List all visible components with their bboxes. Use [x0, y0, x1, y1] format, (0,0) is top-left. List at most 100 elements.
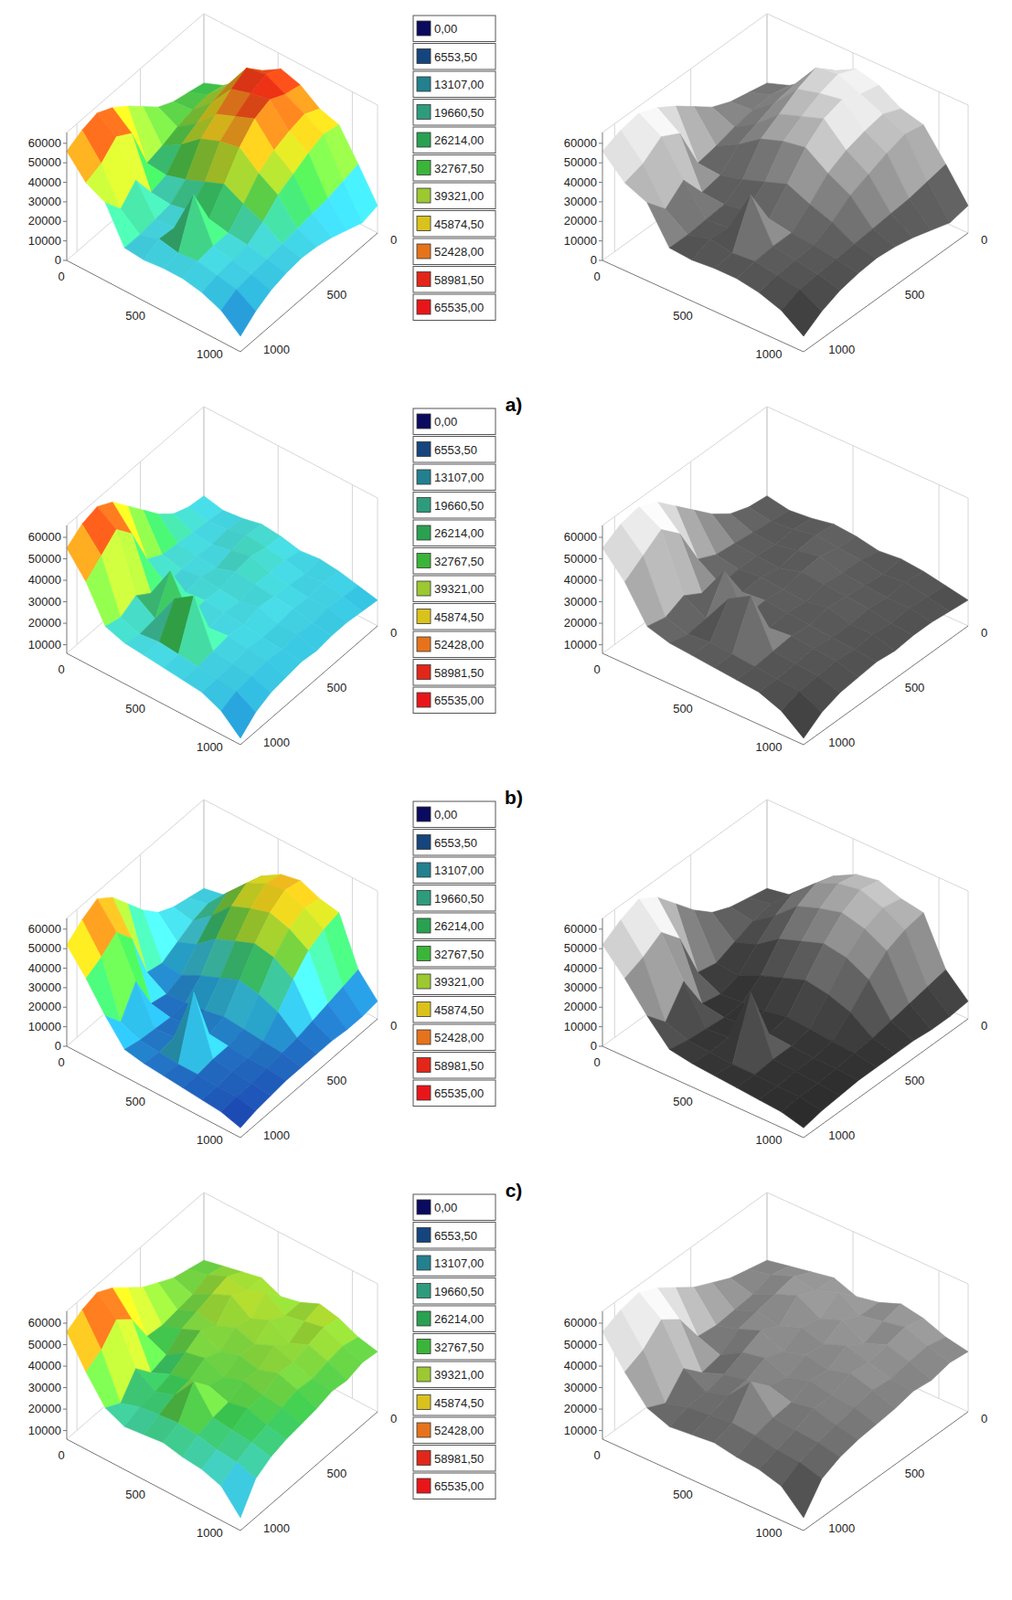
tick-mark: [598, 948, 603, 950]
tick-label: 30000: [564, 1381, 597, 1396]
tick-label: 0: [593, 1448, 600, 1463]
legend-entry: [413, 1362, 496, 1389]
tick-mark: [63, 1409, 67, 1411]
tick-label: 20000: [28, 1000, 62, 1014]
legend-swatch: [416, 1002, 431, 1018]
legend-label: 52428,00: [434, 245, 484, 259]
tick-label: 50000: [564, 941, 597, 956]
legend-entry: [413, 43, 496, 71]
tick-label: 20000: [564, 1402, 597, 1417]
tick-mark: [63, 162, 67, 164]
x-axis: [66, 1046, 241, 1139]
legend-label: 6553,50: [434, 443, 478, 458]
tick-label: 30000: [564, 194, 597, 209]
legend-entry: [413, 660, 496, 687]
tick-label: 1000: [196, 1133, 224, 1148]
tick-mark: [598, 1387, 603, 1389]
surface-cell: [85, 1351, 121, 1409]
legend-entry: [413, 155, 496, 182]
legend-swatch: [416, 244, 431, 259]
tick-label: 40000: [564, 961, 597, 976]
legend-entry: [413, 830, 496, 857]
tick-label: 50000: [28, 155, 62, 170]
tick-label: 60000: [28, 136, 62, 150]
x-axis: [602, 1046, 804, 1139]
tick-mark: [63, 968, 67, 970]
legend-swatch: [416, 76, 431, 92]
surface-plot-gray: 0100002000030000400005000060000050010000…: [564, 799, 988, 1148]
surface-cell: [732, 992, 774, 1076]
tick-label: 10000: [28, 234, 62, 248]
tick-mark: [63, 1007, 67, 1009]
tick-label: 60000: [28, 922, 62, 937]
tick-label: 10000: [564, 1020, 597, 1034]
wall-edge: [377, 105, 379, 234]
legend-swatch: [416, 1311, 431, 1327]
tick-label: 0: [54, 253, 62, 267]
legend-label: 32767,50: [434, 948, 484, 962]
legend-label: 65535,00: [434, 300, 484, 315]
wall-edge: [377, 891, 379, 1020]
legend-swatch: [416, 21, 431, 36]
legend-label: 32767,50: [434, 1341, 484, 1355]
tick-label: 20000: [28, 213, 62, 228]
legend-swatch: [416, 1340, 431, 1355]
tick-label: 0: [57, 1448, 64, 1463]
tick-mark: [598, 1366, 603, 1368]
z-axis: [602, 1311, 604, 1440]
surface-cell: [781, 1097, 822, 1129]
wall-edge: [66, 406, 204, 526]
legend-swatch: [416, 414, 431, 429]
tick-label: 500: [327, 1074, 348, 1088]
legend-label: 19660,50: [434, 106, 484, 120]
tick-label: 500: [905, 681, 926, 695]
tick-label: 1000: [263, 1129, 290, 1143]
surface-cell: [823, 1320, 865, 1347]
legend-label: 13107,00: [434, 470, 484, 485]
legend-entry: [413, 1053, 496, 1080]
tick-mark: [598, 240, 603, 242]
tick-label: 500: [327, 681, 348, 695]
legend-entry: [413, 801, 496, 829]
surface-cell: [250, 1293, 286, 1321]
legend-entry: [413, 238, 496, 266]
surface-cell: [221, 1097, 256, 1129]
surface: [602, 496, 969, 739]
wall-edge: [602, 799, 767, 919]
surface-plot-color: 1000020000300004000050000600000500100005…: [28, 406, 397, 755]
tick-label: 0: [57, 1055, 64, 1070]
legend-label: 6553,50: [434, 50, 478, 64]
tick-label: 10000: [564, 1424, 597, 1439]
legend-swatch: [416, 49, 431, 64]
legend-label: 19660,50: [434, 499, 484, 513]
legend-entry: [413, 1306, 496, 1333]
surface-plot-gray: 0100002000030000400005000060000050010000…: [564, 13, 988, 362]
tick-mark: [598, 987, 603, 989]
tick-label: 50000: [564, 155, 597, 170]
tick-label: 40000: [28, 961, 62, 976]
tick-label: 60000: [564, 136, 597, 150]
tick-mark: [63, 644, 67, 646]
x-axis: [66, 260, 241, 352]
wall-edge: [377, 1284, 379, 1413]
surface: [66, 496, 378, 739]
surface-cell: [85, 555, 121, 627]
legend-label: 58981,50: [434, 1059, 484, 1074]
tick-label: 30000: [28, 980, 62, 995]
legend-label: 45874,50: [434, 1396, 484, 1411]
tick-mark: [598, 558, 603, 560]
tick-label: 500: [672, 308, 693, 323]
tick-label: 0: [57, 269, 64, 284]
tick-label: 40000: [28, 1359, 62, 1374]
tick-mark: [63, 1046, 67, 1048]
legend-label: 52428,00: [434, 638, 484, 652]
legend-label: 39321,00: [434, 582, 484, 597]
tick-label: 10000: [28, 1020, 62, 1034]
tick-mark: [598, 537, 603, 539]
legend-swatch: [416, 132, 431, 148]
tick-mark: [63, 201, 67, 203]
panel-label: c): [505, 1180, 523, 1202]
tick-label: 30000: [28, 595, 62, 609]
wall-edge: [766, 799, 969, 892]
tick-label: 20000: [564, 616, 597, 630]
